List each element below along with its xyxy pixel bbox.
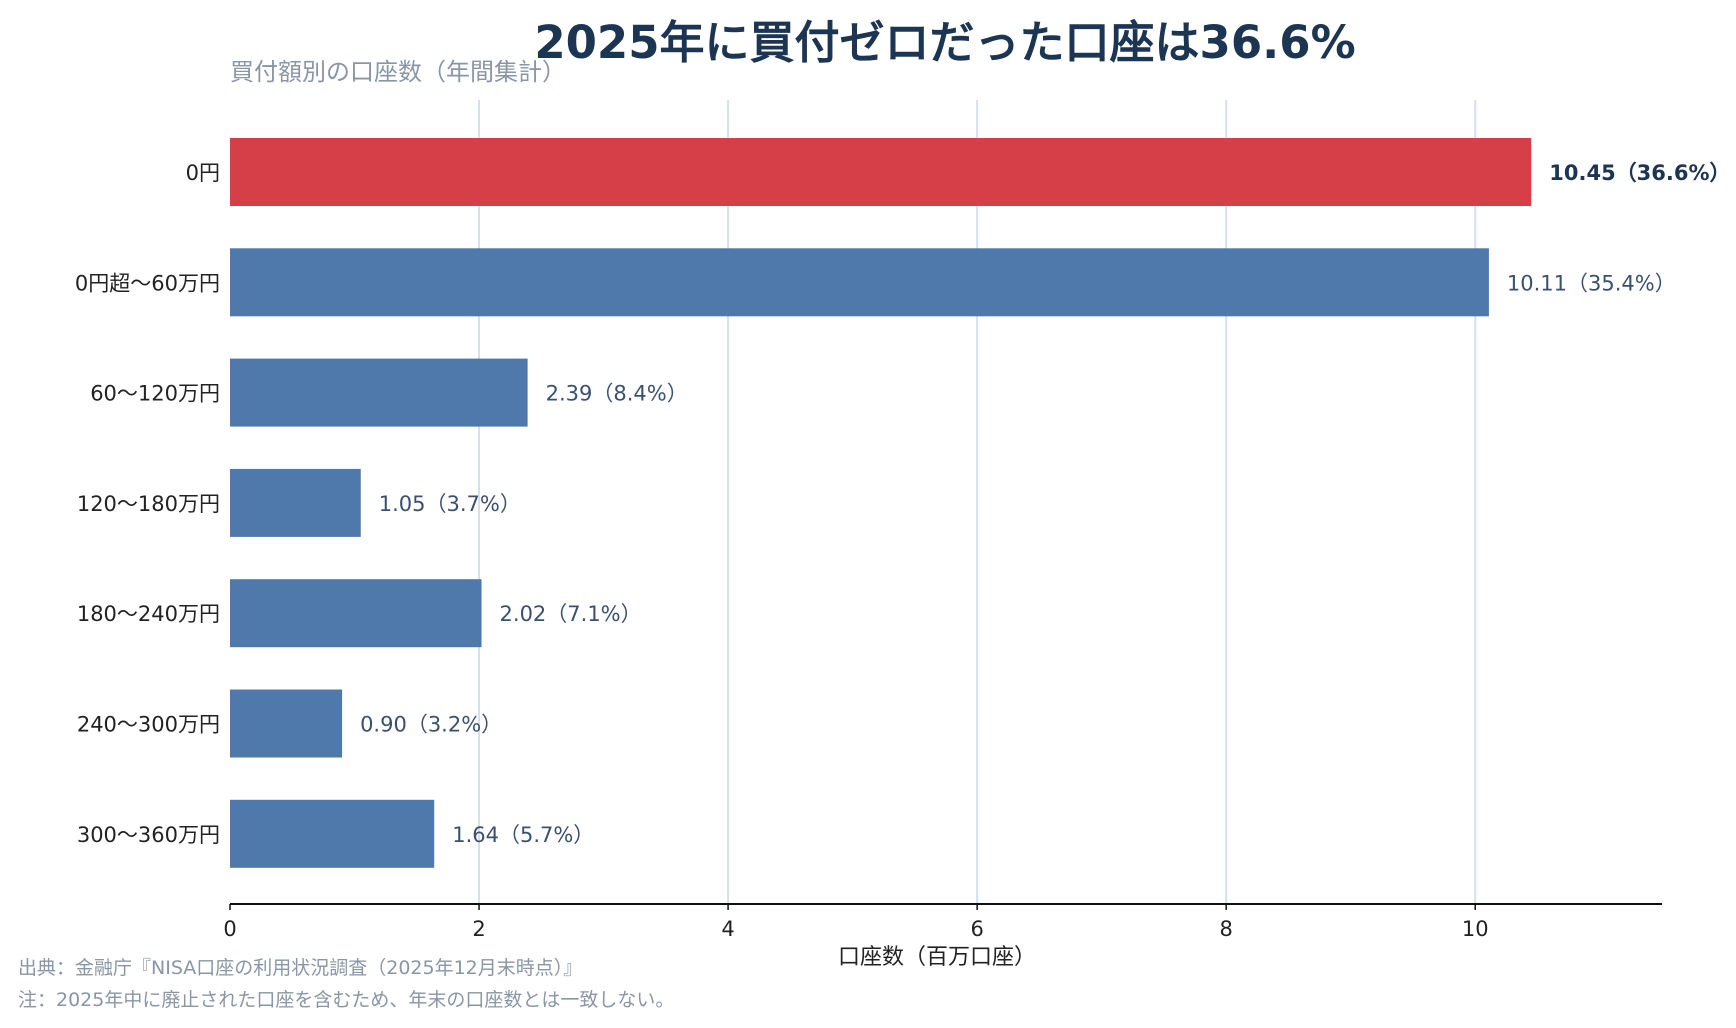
data-label-1: 10.11（35.4%） bbox=[1507, 271, 1676, 295]
category-labels: 0円 0円超〜60万円 60〜120万円 120〜180万円 180〜240万円 240〜… bbox=[75, 161, 220, 847]
category-label-1: 0円超〜60万円 bbox=[75, 271, 220, 295]
chart-subtitle: 買付額別の口座数（年間集計） bbox=[230, 58, 566, 86]
gridlines bbox=[478, 100, 1477, 904]
category-label-4: 180〜240万円 bbox=[77, 602, 220, 626]
category-label-5: 240〜300万円 bbox=[77, 713, 220, 737]
bar-2 bbox=[230, 358, 528, 427]
data-label-4: 2.02（7.1%） bbox=[500, 602, 642, 626]
data-label-2: 2.39（8.4%） bbox=[546, 382, 688, 406]
bar-5 bbox=[230, 689, 343, 758]
tick-label-10: 10 bbox=[1462, 917, 1489, 941]
data-label-5: 0.90（3.2%） bbox=[360, 713, 502, 737]
tick-label-6: 6 bbox=[970, 917, 983, 941]
tick-label-8: 8 bbox=[1219, 917, 1232, 941]
x-axis-title: 口座数（百万口座） bbox=[838, 945, 1036, 970]
tick-label-2: 2 bbox=[472, 917, 485, 941]
bar-1 bbox=[230, 248, 1489, 317]
bar-3 bbox=[230, 468, 361, 537]
value-labels: 10.45（36.6%） 10.11（35.4%） 2.39（8.4%） 1.05（3… bbox=[360, 161, 1730, 847]
x-axis: 0 2 4 6 8 10 bbox=[223, 903, 1662, 941]
bar-4 bbox=[230, 579, 482, 648]
category-label-6: 300〜360万円 bbox=[77, 823, 220, 847]
category-label-3: 120〜180万円 bbox=[77, 492, 220, 516]
tick-label-4: 4 bbox=[721, 917, 734, 941]
chart-title: 2025年に買付ゼロだった口座は36.6% bbox=[534, 16, 1355, 69]
bar-0 bbox=[230, 138, 1532, 206]
category-label-0: 0円 bbox=[186, 161, 220, 185]
bar-6 bbox=[230, 799, 435, 868]
bars bbox=[230, 138, 1532, 868]
remark-note: 注：2025年中に廃止された口座を含むため、年末の口座数とは一致しない。 bbox=[18, 989, 674, 1011]
tick-label-0: 0 bbox=[223, 917, 236, 941]
data-label-0: 10.45（36.6%） bbox=[1549, 161, 1730, 185]
source-note: 出典：金融庁『NISA口座の利用状況調査（2025年12月末時点）』 bbox=[18, 957, 582, 979]
category-label-2: 60〜120万円 bbox=[90, 382, 220, 406]
data-label-6: 1.64（5.7%） bbox=[452, 823, 594, 847]
data-label-3: 1.05（3.7%） bbox=[379, 492, 521, 516]
